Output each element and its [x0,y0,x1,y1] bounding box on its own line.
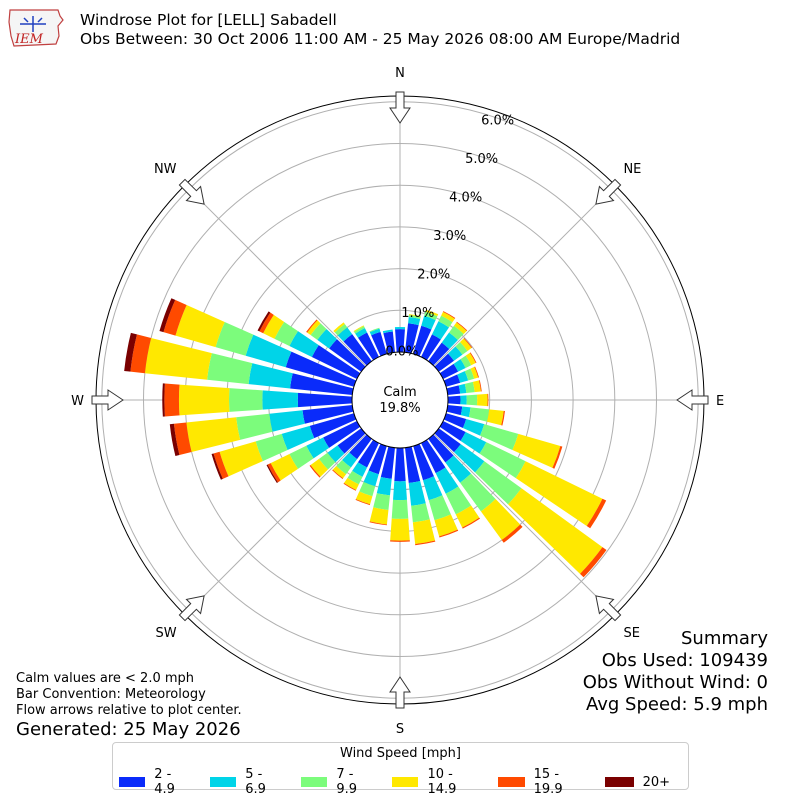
summary-panel: Summary Obs Used: 109439 Obs Without Win… [583,628,768,716]
windrose-bar-segment [370,507,389,524]
legend-item: 15 - 19.9 [498,767,586,797]
legend-swatch [392,777,418,787]
windrose-bar-segment [467,395,478,406]
windrose-bar-segment [395,327,405,329]
windrose-bar-segment [447,385,461,395]
legend-label: 2 - 4.9 [154,767,192,797]
direction-label: NE [623,162,641,177]
windrose-bar-segment [469,407,489,421]
flow-arrow-icon [596,596,621,621]
summary-heading: Summary [583,628,768,650]
flow-arrow-icon [92,390,123,410]
legend-label: 20+ [643,775,670,790]
windrose-bar-segment [145,338,212,380]
windrose-bar-segment [447,405,463,415]
windrose-bar-segment [179,385,229,416]
direction-label: E [716,394,724,409]
legend: Wind Speed [mph] 2 - 4.9 5 - 6.9 7 - 9.9 10… [112,742,689,790]
windrose-bar-segment [269,410,305,432]
ring-label: 5.0% [465,152,498,167]
generated-date: Generated: 25 May 2026 [16,719,241,741]
windrose-bars [124,298,606,577]
legend-label: 7 - 9.9 [336,767,374,797]
windrose-bar-segment [229,388,263,412]
flow-arrow-icon [179,596,204,621]
legend-items: 2 - 4.9 5 - 6.9 7 - 9.9 10 - 14.9 15 - 19.9 2… [119,767,688,797]
avg-speed-value: Avg Speed: 5.9 mph [583,694,768,716]
direction-label: W [71,394,84,409]
windrose-bar-segment [477,394,488,406]
legend-swatch [301,777,327,787]
calm-percent: 19.8% [379,401,420,416]
flow-arrow-icon [596,179,621,204]
flow-arrow-icon [179,179,204,204]
direction-label: S [396,722,404,737]
ring-label: 1.0% [401,306,434,321]
ring-label: 3.0% [433,229,466,244]
windrose-bar-segment [390,519,410,541]
direction-label: SW [155,626,176,641]
legend-swatch [498,777,524,787]
ring-label: 0.0% [385,345,418,360]
direction-label: N [395,66,405,81]
ring-label: 4.0% [449,191,482,206]
legend-item: 10 - 14.9 [392,767,480,797]
obs-used-value: Obs Used: 109439 [583,650,768,672]
windrose-bar-segment [392,500,409,519]
legend-swatch [119,777,145,787]
legend-label: 5 - 6.9 [245,767,283,797]
flow-note: Flow arrows relative to plot center. [16,703,242,719]
legend-label: 15 - 19.9 [534,767,587,797]
windrose-bar-segment [186,417,240,452]
windrose-bar-segment [207,353,252,384]
windrose-bar-segment [465,382,475,393]
windrose-bar-segment [411,503,430,522]
ring-label: 2.0% [417,268,450,283]
calm-note: Calm values are < 2.0 mph [16,671,242,687]
windrose-bar-segment [373,493,390,510]
windrose-bar-segment [487,409,504,425]
windrose-bar-segment [298,393,352,407]
flow-arrow-icon [390,92,410,123]
obs-without-wind-value: Obs Without Wind: 0 [583,672,768,694]
calm-label: Calm [383,385,416,400]
calm-circle [352,352,448,448]
direction-label: NW [154,162,177,177]
windrose-bar-segment [394,448,405,481]
legend-label: 10 - 14.9 [427,767,480,797]
windrose-bar-segment [262,390,298,409]
ring-label: 6.0% [481,113,514,128]
windrose-bar-segment [377,477,392,496]
windrose-bar-segment [409,481,426,506]
windrose-bar-segment [393,481,407,500]
windrose-bar-segment [413,519,435,544]
legend-item: 20+ [605,767,670,797]
legend-title: Wind Speed [mph] [113,746,688,761]
flow-arrow-icon [677,390,708,410]
legend-swatch [210,777,236,787]
notes-block: Calm values are < 2.0 mph Bar Convention… [16,671,242,719]
bar-convention-note: Bar Convention: Meteorology [16,687,242,703]
windrose-bar-segment [448,396,461,404]
legend-item: 7 - 9.9 [301,767,374,797]
windrose-bar-segment [236,414,272,440]
windrose-bar-segment [461,407,471,418]
windrose-bar-segment [460,395,466,404]
legend-item: 2 - 4.9 [119,767,192,797]
flow-arrow-icon [390,677,410,708]
legend-swatch [605,777,634,787]
windrose-bar-segment [164,384,179,417]
grid-spoke [434,185,615,366]
legend-item: 5 - 6.9 [210,767,283,797]
